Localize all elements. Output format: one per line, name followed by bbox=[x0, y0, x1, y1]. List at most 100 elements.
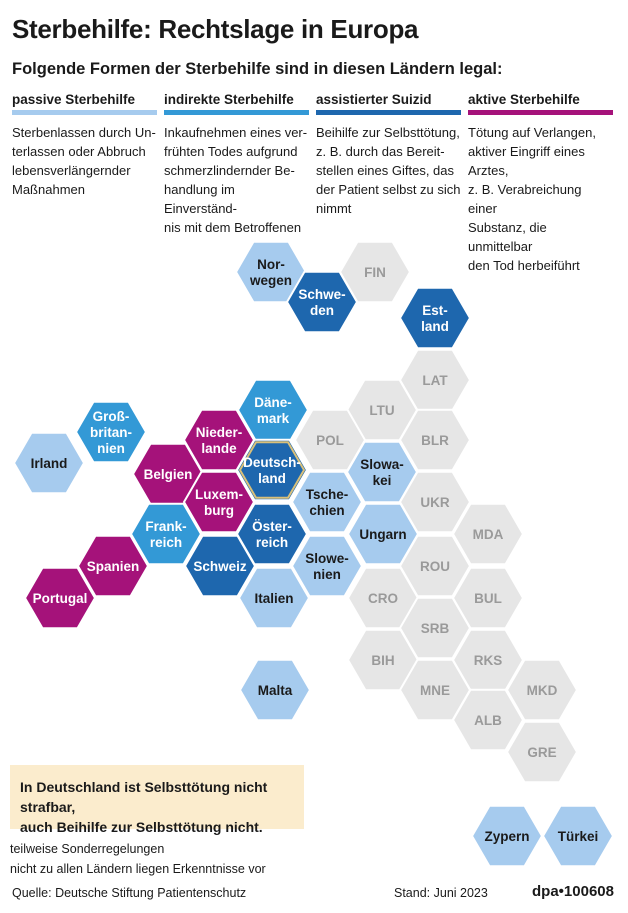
country-label: BIH bbox=[371, 653, 394, 668]
hex-shape bbox=[235, 438, 309, 502]
country-label: Irland bbox=[31, 456, 68, 471]
legend-desc-line: Inkaufnehmen eines ver- bbox=[164, 125, 308, 140]
country-hex-tschechien: Tsche-chien bbox=[290, 470, 364, 534]
hex-outline bbox=[238, 441, 306, 499]
country-hex-portugal: Portugal bbox=[23, 566, 97, 630]
hex-shape bbox=[12, 431, 86, 495]
country-label: Tsche- bbox=[306, 487, 349, 502]
hex-shape bbox=[451, 688, 525, 752]
hex-shape bbox=[129, 502, 203, 566]
legend-desc-line: den Tod herbeiführt bbox=[468, 258, 580, 273]
hex-shape bbox=[290, 470, 364, 534]
country-hex-oesterreich: Öster-reich bbox=[235, 502, 309, 566]
country-label: Türkei bbox=[558, 829, 599, 844]
legend-desc-line: Maßnahmen bbox=[12, 182, 85, 197]
legend-desc-line: Sterbenlassen durch Un- bbox=[12, 125, 156, 140]
legend-color-bar bbox=[12, 110, 157, 115]
country-label: BUL bbox=[474, 591, 502, 606]
legend-label: passive Sterbehilfe bbox=[12, 92, 136, 107]
hex-shape bbox=[290, 534, 364, 598]
legend-label: indirekte Sterbehilfe bbox=[164, 92, 294, 107]
legend-desc-line: aktiver Eingriff eines Arztes, bbox=[468, 144, 585, 178]
country-label: chien bbox=[309, 503, 344, 518]
legend-assistiert: assistierter Suizid Beihilfe zur Selbstt… bbox=[316, 92, 461, 218]
country-hex-estland: Est-land bbox=[398, 286, 472, 350]
hex-shape bbox=[237, 566, 311, 630]
country-label: Portugal bbox=[33, 591, 88, 606]
legend-indirekt: indirekte Sterbehilfe Inkaufnehmen eines… bbox=[164, 92, 309, 237]
legend-desc-line: Substanz, die unmittelbar bbox=[468, 220, 547, 254]
country-label: reich bbox=[256, 535, 288, 550]
country-label: RKS bbox=[474, 653, 503, 668]
country-hex-frankreich: Frank-reich bbox=[129, 502, 203, 566]
country-hex-malta: Malta bbox=[238, 658, 312, 722]
country-hex-spanien: Spanien bbox=[76, 534, 150, 598]
footer-date: Stand: Juni 2023 bbox=[394, 886, 488, 900]
hex-shape bbox=[183, 534, 257, 598]
country-label: Däne- bbox=[254, 395, 292, 410]
country-hex-ukr: UKR bbox=[398, 470, 472, 534]
hex-shape bbox=[451, 502, 525, 566]
hex-shape bbox=[398, 534, 472, 598]
legend-desc-line: z. B. Verabreichung einer bbox=[468, 182, 582, 216]
country-label: BLR bbox=[421, 433, 449, 448]
legend-passiv: passive Sterbehilfe Sterbenlassen durch … bbox=[12, 92, 157, 199]
legend-desc-line: stellen eines Giftes, das bbox=[316, 163, 455, 178]
legend-color-bar bbox=[316, 110, 461, 115]
country-hex-fin: FIN bbox=[338, 240, 412, 304]
country-hex-irland: Irland bbox=[12, 431, 86, 495]
hex-shape bbox=[182, 470, 256, 534]
country-label: MNE bbox=[420, 683, 450, 698]
hex-shape bbox=[23, 566, 97, 630]
country-label: Schweiz bbox=[193, 559, 247, 574]
country-label: kei bbox=[373, 473, 392, 488]
dpa-logo: dpa•100608 bbox=[532, 883, 614, 900]
legend-label: aktive Sterbehilfe bbox=[468, 92, 580, 107]
legend-color-bar bbox=[164, 110, 309, 115]
country-label: LAT bbox=[422, 373, 448, 388]
legend-desc-line: handlung im Einverständ- bbox=[164, 182, 237, 216]
country-label: GRE bbox=[527, 745, 556, 760]
country-hex-mkd: MKD bbox=[505, 658, 579, 722]
legend-desc-line: der Patient selbst zu sich bbox=[316, 182, 461, 197]
country-hex-gre: GRE bbox=[505, 720, 579, 784]
country-label: britan- bbox=[90, 425, 132, 440]
hex-shape bbox=[470, 804, 544, 868]
legend-desc-line: frühten Todes aufgrund bbox=[164, 144, 298, 159]
legend-aktiv: aktive Sterbehilfe Tötung auf Verlangen,… bbox=[468, 92, 613, 275]
country-label: wegen bbox=[249, 273, 292, 288]
hex-shape bbox=[235, 502, 309, 566]
hex-shape bbox=[505, 658, 579, 722]
country-label: Nor- bbox=[257, 257, 285, 272]
country-label: MKD bbox=[527, 683, 558, 698]
hex-shape bbox=[238, 658, 312, 722]
legend-label: assistierter Suizid bbox=[316, 92, 432, 107]
legend-desc-line: terlassen oder Abbruch bbox=[12, 144, 146, 159]
country-label: Slowe- bbox=[305, 551, 349, 566]
country-label: Deutsch- bbox=[243, 455, 301, 470]
note-line: auch Beihilfe zur Selbsttötung nicht. bbox=[20, 819, 263, 835]
germany-note: In Deutschland ist Selbsttötung nicht st… bbox=[10, 765, 304, 835]
country-label: Ungarn bbox=[359, 527, 406, 542]
legend-desc-line: Tötung auf Verlangen, bbox=[468, 125, 596, 140]
legend-desc-line: z. B. durch das Bereit- bbox=[316, 144, 445, 159]
country-hex-bul: BUL bbox=[451, 566, 525, 630]
country-label: ROU bbox=[420, 559, 450, 574]
country-label: land bbox=[421, 319, 449, 334]
country-hex-slowakei: Slowa-kei bbox=[345, 440, 419, 504]
country-label: burg bbox=[204, 503, 234, 518]
country-hex-tuerkei: Türkei bbox=[541, 804, 615, 868]
country-hex-rou: ROU bbox=[398, 534, 472, 598]
country-hex-slowenien: Slowe-nien bbox=[290, 534, 364, 598]
country-label: CRO bbox=[368, 591, 398, 606]
hex-shape bbox=[398, 286, 472, 350]
country-label: Italien bbox=[254, 591, 293, 606]
country-hex-pol: POL bbox=[293, 408, 367, 472]
country-label: UKR bbox=[420, 495, 449, 510]
country-hex-grossbritannien: Groß-britan-nien bbox=[74, 400, 148, 464]
country-label: Schwe- bbox=[298, 287, 345, 302]
country-hex-norwegen: Nor-wegen bbox=[234, 240, 308, 304]
country-label: Est- bbox=[422, 303, 448, 318]
note-line: In Deutschland ist Selbsttötung nicht st… bbox=[20, 779, 268, 815]
